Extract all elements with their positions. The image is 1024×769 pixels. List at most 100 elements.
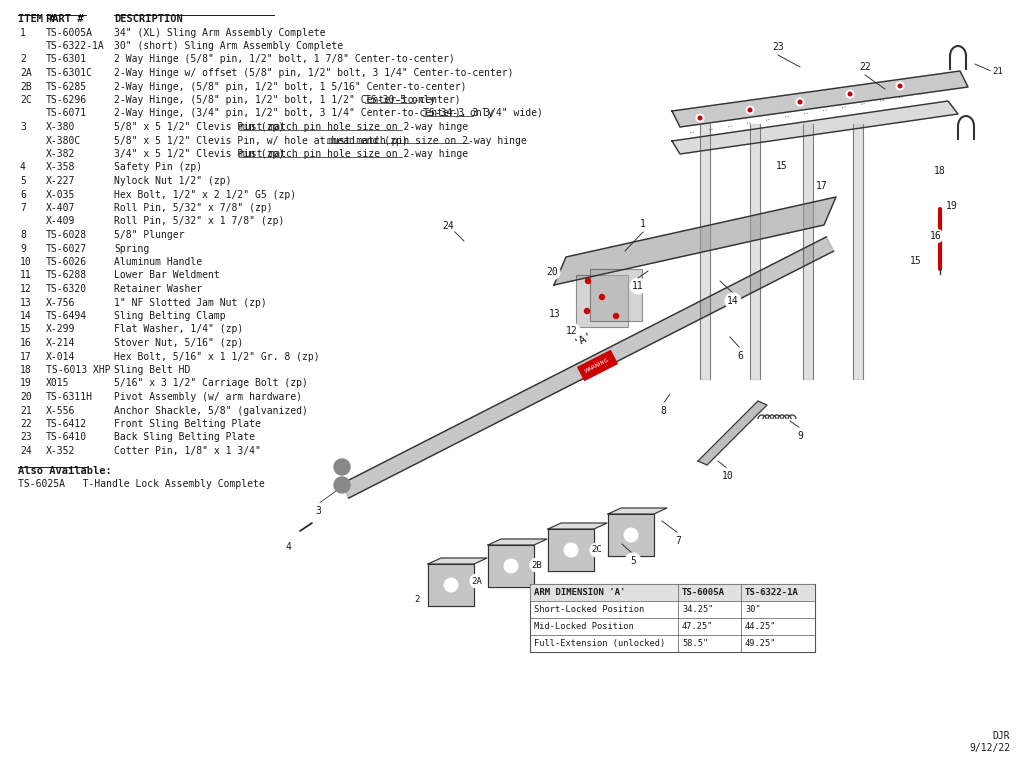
Text: 22: 22: [20, 419, 32, 429]
Circle shape: [590, 543, 604, 557]
Polygon shape: [428, 558, 487, 564]
Text: 5/16" x 3 1/2" Carriage Bolt (zp): 5/16" x 3 1/2" Carriage Bolt (zp): [114, 378, 308, 388]
Circle shape: [749, 108, 752, 112]
Text: ARM DIMENSION 'A': ARM DIMENSION 'A': [534, 588, 626, 597]
Text: 16: 16: [930, 231, 942, 241]
Text: X-407: X-407: [46, 203, 76, 213]
Text: 9: 9: [797, 431, 803, 441]
Text: TS-6285: TS-6285: [46, 82, 87, 92]
Text: X-014: X-014: [46, 351, 76, 361]
Text: 12: 12: [566, 326, 578, 336]
Text: 2 Way Hinge (5/8" pin, 1/2" bolt, 1 7/8" Center-to-center): 2 Way Hinge (5/8" pin, 1/2" bolt, 1 7/8"…: [114, 55, 455, 65]
Text: TS-6028: TS-6028: [46, 230, 87, 240]
Text: Safety Pin (zp): Safety Pin (zp): [114, 162, 202, 172]
Text: TS-6013 XHP: TS-6013 XHP: [46, 365, 111, 375]
Polygon shape: [853, 124, 863, 379]
Text: Mid-Locked Position: Mid-Locked Position: [534, 622, 634, 631]
Text: TS-6494: TS-6494: [46, 311, 87, 321]
Polygon shape: [608, 514, 654, 556]
Polygon shape: [700, 124, 710, 379]
Text: 2C: 2C: [592, 545, 602, 554]
Polygon shape: [672, 71, 968, 127]
Text: 2A: 2A: [472, 577, 482, 585]
Text: 'A': 'A': [571, 329, 594, 348]
Text: 1: 1: [20, 28, 26, 38]
Text: Front Sling Belting Plate: Front Sling Belting Plate: [114, 419, 261, 429]
Circle shape: [599, 295, 604, 299]
Text: X-035: X-035: [46, 189, 76, 199]
Text: 5/8" Plunger: 5/8" Plunger: [114, 230, 184, 240]
Text: TS-6412: TS-6412: [46, 419, 87, 429]
Text: X-409: X-409: [46, 217, 76, 227]
Text: 7: 7: [20, 203, 26, 213]
Polygon shape: [608, 508, 667, 514]
Circle shape: [698, 116, 701, 120]
Text: 1" NF Slotted Jam Nut (zp): 1" NF Slotted Jam Nut (zp): [114, 298, 266, 308]
Text: TS-6288: TS-6288: [46, 271, 87, 281]
Text: 17: 17: [816, 181, 827, 191]
Text: 20: 20: [20, 392, 32, 402]
Circle shape: [564, 323, 580, 339]
Text: must match pin hole size on 2-way hinge: must match pin hole size on 2-way hinge: [240, 122, 469, 132]
Text: Aluminum Handle: Aluminum Handle: [114, 257, 202, 267]
Bar: [575, 275, 628, 327]
Text: 30" (short) Sling Arm Assembly Complete: 30" (short) Sling Arm Assembly Complete: [114, 41, 343, 51]
Text: 19: 19: [946, 201, 957, 211]
Text: 19: 19: [20, 378, 32, 388]
Circle shape: [547, 306, 563, 322]
Text: 44.25": 44.25": [745, 622, 776, 631]
Text: 5: 5: [20, 176, 26, 186]
Circle shape: [310, 503, 326, 519]
Text: X015: X015: [46, 378, 70, 388]
Circle shape: [798, 100, 802, 104]
Text: 24: 24: [20, 446, 32, 456]
Text: 3/4" x 5 1/2" Clevis Pin (zp): 3/4" x 5 1/2" Clevis Pin (zp): [114, 149, 290, 159]
Text: Lower Bar Weldment: Lower Bar Weldment: [114, 271, 220, 281]
Text: 10: 10: [20, 257, 32, 267]
Text: 3: 3: [20, 122, 26, 132]
Text: DESCRIPTION: DESCRIPTION: [114, 14, 182, 24]
Text: 58.5": 58.5": [682, 639, 709, 648]
Text: 23: 23: [20, 432, 32, 442]
Circle shape: [613, 314, 618, 318]
Text: TS-6027: TS-6027: [46, 244, 87, 254]
Text: 34.25": 34.25": [682, 605, 714, 614]
Bar: [590, 269, 642, 321]
Text: X-380C: X-380C: [46, 135, 81, 145]
Text: 2B: 2B: [531, 561, 543, 570]
Text: 2C: 2C: [20, 95, 32, 105]
Circle shape: [846, 90, 854, 98]
Text: 18: 18: [20, 365, 32, 375]
Text: X-358: X-358: [46, 162, 76, 172]
Text: 2-Way Hinge w/ offset (5/8" pin, 1/2" bolt, 3 1/4" Center-to-center): 2-Way Hinge w/ offset (5/8" pin, 1/2" bo…: [114, 68, 513, 78]
Text: 15: 15: [910, 256, 922, 266]
Text: 21: 21: [992, 66, 1004, 75]
Circle shape: [440, 218, 456, 234]
Circle shape: [586, 278, 591, 284]
Text: Roll Pin, 5/32" x 7/8" (zp): Roll Pin, 5/32" x 7/8" (zp): [114, 203, 272, 213]
Polygon shape: [750, 124, 760, 379]
Text: 34" (XL) Sling Arm Assembly Complete: 34" (XL) Sling Arm Assembly Complete: [114, 28, 326, 38]
Text: 4: 4: [285, 542, 291, 552]
Bar: [530, 584, 815, 601]
Text: 5/8" x 5 1/2" Clevis Pin (zp): 5/8" x 5 1/2" Clevis Pin (zp): [114, 122, 290, 132]
Text: TS-6320: TS-6320: [46, 284, 87, 294]
Text: Nylock Nut 1/2" (zp): Nylock Nut 1/2" (zp): [114, 176, 231, 186]
Text: X-352: X-352: [46, 446, 76, 456]
Text: Sling Belting Clamp: Sling Belting Clamp: [114, 311, 225, 321]
Circle shape: [991, 64, 1005, 78]
Text: must match pin hole size on 2-way hinge: must match pin hole size on 2-way hinge: [240, 149, 469, 159]
Text: 2-Way Hinge, (5/8" pin, 1/2" bolt, 1 5/16" Center-to-center): 2-Way Hinge, (5/8" pin, 1/2" bolt, 1 5/1…: [114, 82, 467, 92]
Text: 12: 12: [20, 284, 32, 294]
Text: 3: 3: [315, 506, 321, 516]
Bar: [530, 584, 815, 652]
Circle shape: [746, 106, 754, 114]
Text: 14: 14: [727, 296, 739, 306]
Text: 15: 15: [20, 325, 32, 335]
Text: X-382: X-382: [46, 149, 76, 159]
Circle shape: [775, 159, 790, 173]
Circle shape: [929, 229, 943, 243]
Text: 6: 6: [20, 189, 26, 199]
Text: 6: 6: [737, 351, 743, 361]
Circle shape: [504, 559, 518, 573]
